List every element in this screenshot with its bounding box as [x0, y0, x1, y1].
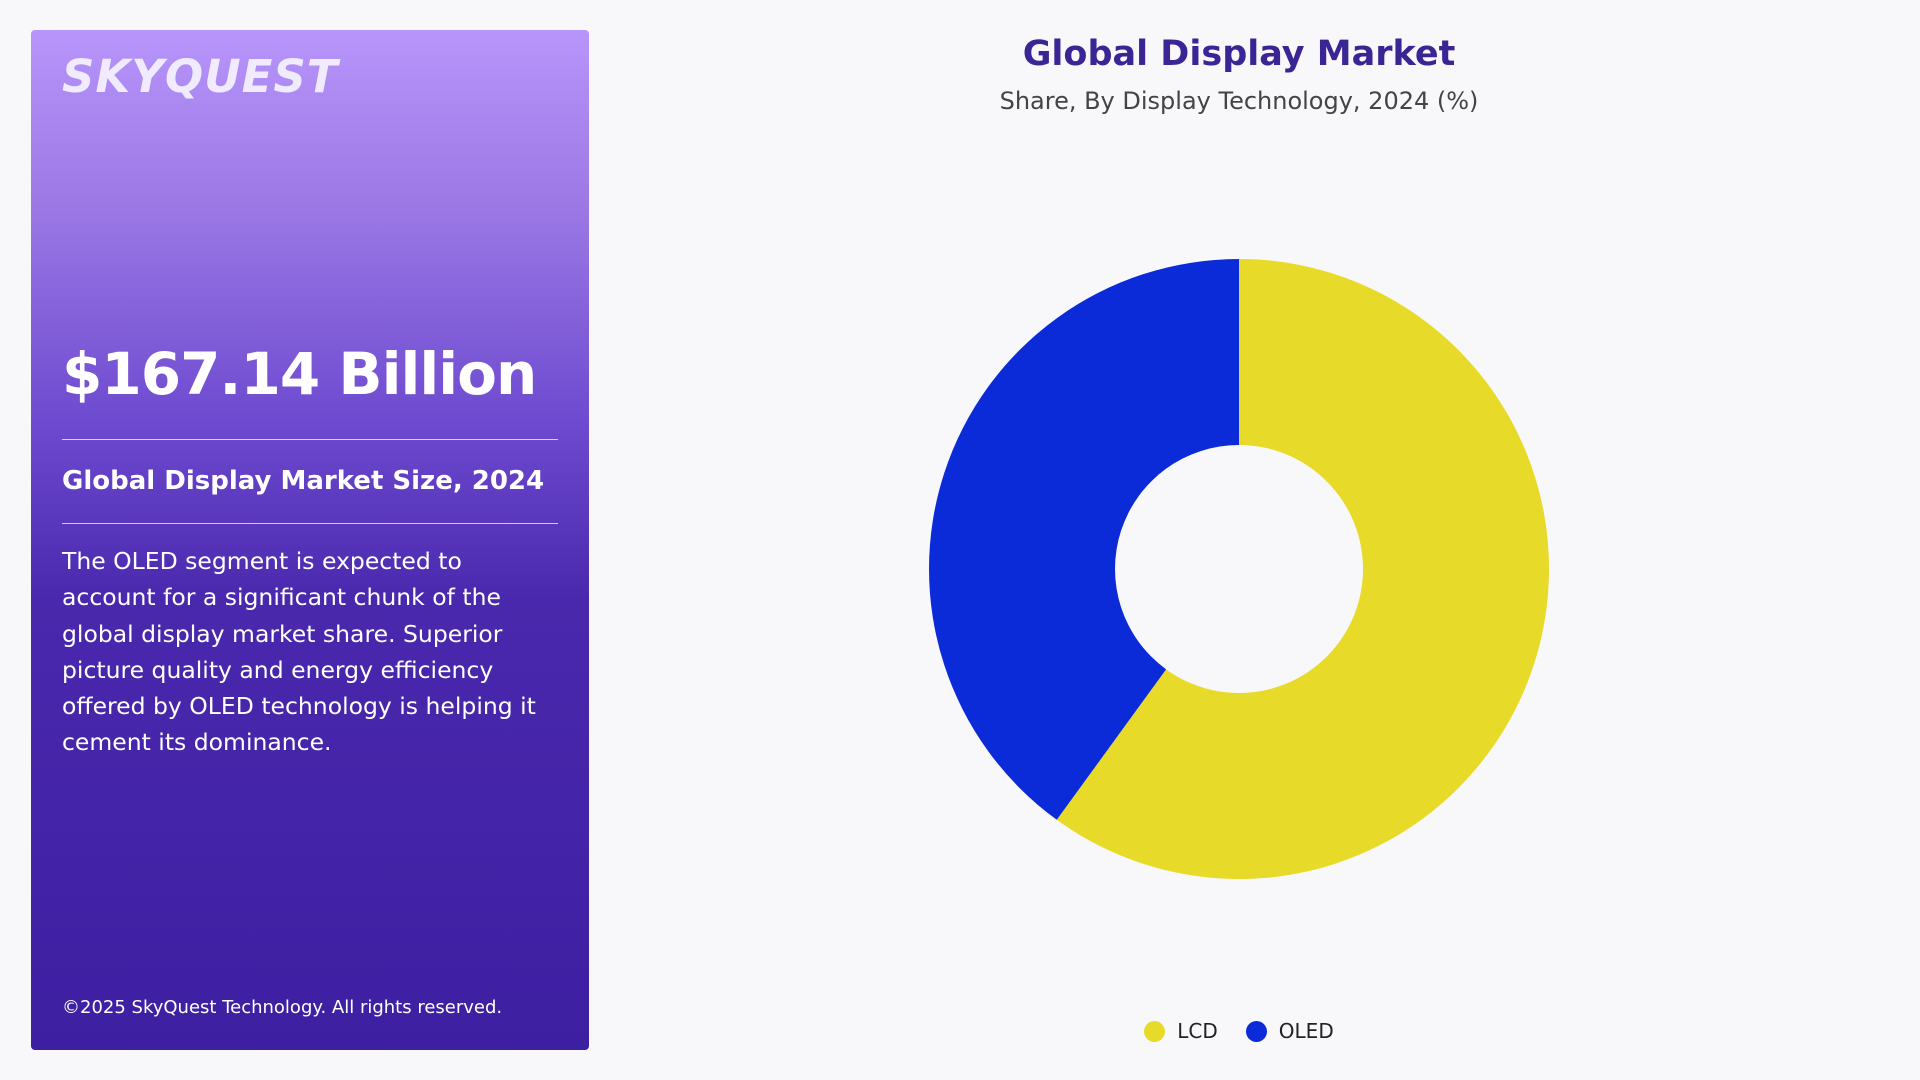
divider — [62, 523, 558, 524]
donut-slice-lcd — [1056, 259, 1549, 879]
market-size-label: Global Display Market Size, 2024 — [62, 466, 545, 496]
summary-panel: SKYQUEST $167.14 Billion Global Display … — [31, 30, 589, 1050]
market-size-value: $167.14 Billion — [62, 340, 537, 408]
chart-title: Global Display Market — [1022, 34, 1456, 74]
segment-description: The OLED segment is expected to account … — [62, 547, 536, 757]
chart-legend: LCD OLED — [630, 1019, 1848, 1043]
legend-item-oled: OLED — [1245, 1019, 1334, 1043]
donut-slice-oled — [928, 258, 1239, 820]
legend-label-lcd: LCD — [1177, 1019, 1218, 1043]
legend-label-oled: OLED — [1278, 1019, 1334, 1043]
copyright-notice: ©2025 SkyQuest Technology. All rights re… — [62, 997, 503, 1018]
divider — [62, 439, 558, 440]
legend-swatch-oled — [1245, 1020, 1267, 1042]
legend-item-lcd: LCD — [1144, 1019, 1218, 1043]
skyquest-logo: SKYQUEST — [62, 50, 339, 103]
legend-swatch-lcd — [1144, 1020, 1166, 1042]
chart-subtitle: Share, By Display Technology, 2024 (%) — [999, 87, 1479, 115]
